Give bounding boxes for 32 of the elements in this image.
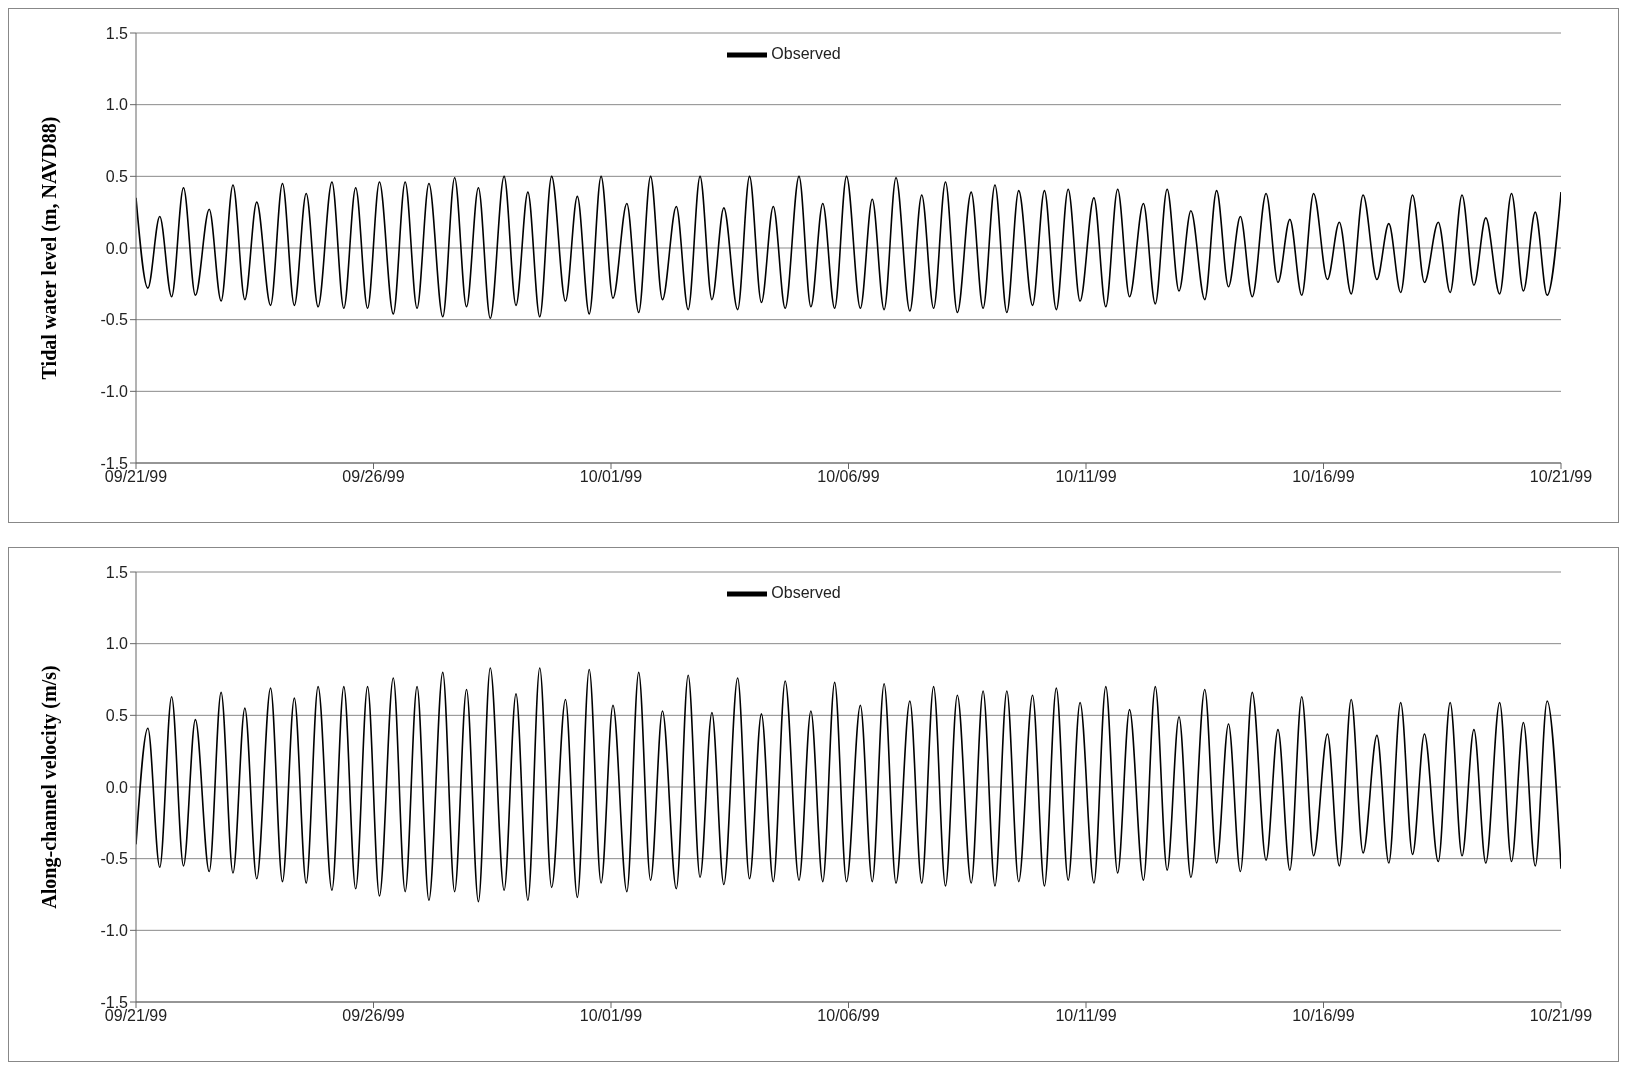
- x-tick-label: 10/21/99: [1529, 1007, 1593, 1025]
- x-tick-label: 09/26/99: [342, 1007, 405, 1025]
- y-tick-label: 1.5: [105, 24, 129, 42]
- x-tick-label: 10/16/99: [1292, 1007, 1355, 1025]
- y-tick-label: 1.5: [105, 563, 129, 581]
- line-series: [136, 175, 1561, 320]
- x-tick-label: 09/26/99: [342, 468, 405, 486]
- y-tick-label: -1.0: [100, 383, 129, 401]
- x-tick-label: 10/16/99: [1292, 468, 1355, 486]
- legend-label: Observed: [771, 584, 841, 602]
- legend-label: Observed: [771, 45, 841, 63]
- y-tick-label: 0.0: [105, 778, 129, 796]
- y-tick-label: -0.5: [100, 311, 129, 329]
- y-tick-label: 0.0: [105, 239, 129, 257]
- y-tick-label: 1.0: [105, 635, 129, 653]
- line-series: [136, 667, 1561, 903]
- x-tick-label: 10/01/99: [579, 468, 643, 486]
- y-axis-title: Tidal water level (m, NAVD88): [38, 116, 62, 380]
- x-tick-label: 10/01/99: [579, 1007, 643, 1025]
- x-tick-label: 09/21/99: [104, 468, 168, 486]
- y-tick-label: -0.5: [100, 850, 129, 868]
- x-tick-label: 10/11/99: [1055, 1007, 1117, 1025]
- y-tick-label: 0.5: [105, 168, 129, 186]
- y-tick-label: 0.5: [105, 707, 129, 725]
- x-tick-label: 10/06/99: [817, 468, 880, 486]
- y-tick-label: 1.0: [105, 96, 129, 114]
- x-tick-label: 10/21/99: [1529, 468, 1593, 486]
- x-tick-label: 10/06/99: [817, 1007, 880, 1025]
- x-tick-label: 09/21/99: [104, 1007, 168, 1025]
- y-tick-label: -1.0: [100, 922, 129, 940]
- x-tick-label: 10/11/99: [1055, 468, 1117, 486]
- y-axis-title: Along-channel velocity (m/s): [38, 665, 62, 909]
